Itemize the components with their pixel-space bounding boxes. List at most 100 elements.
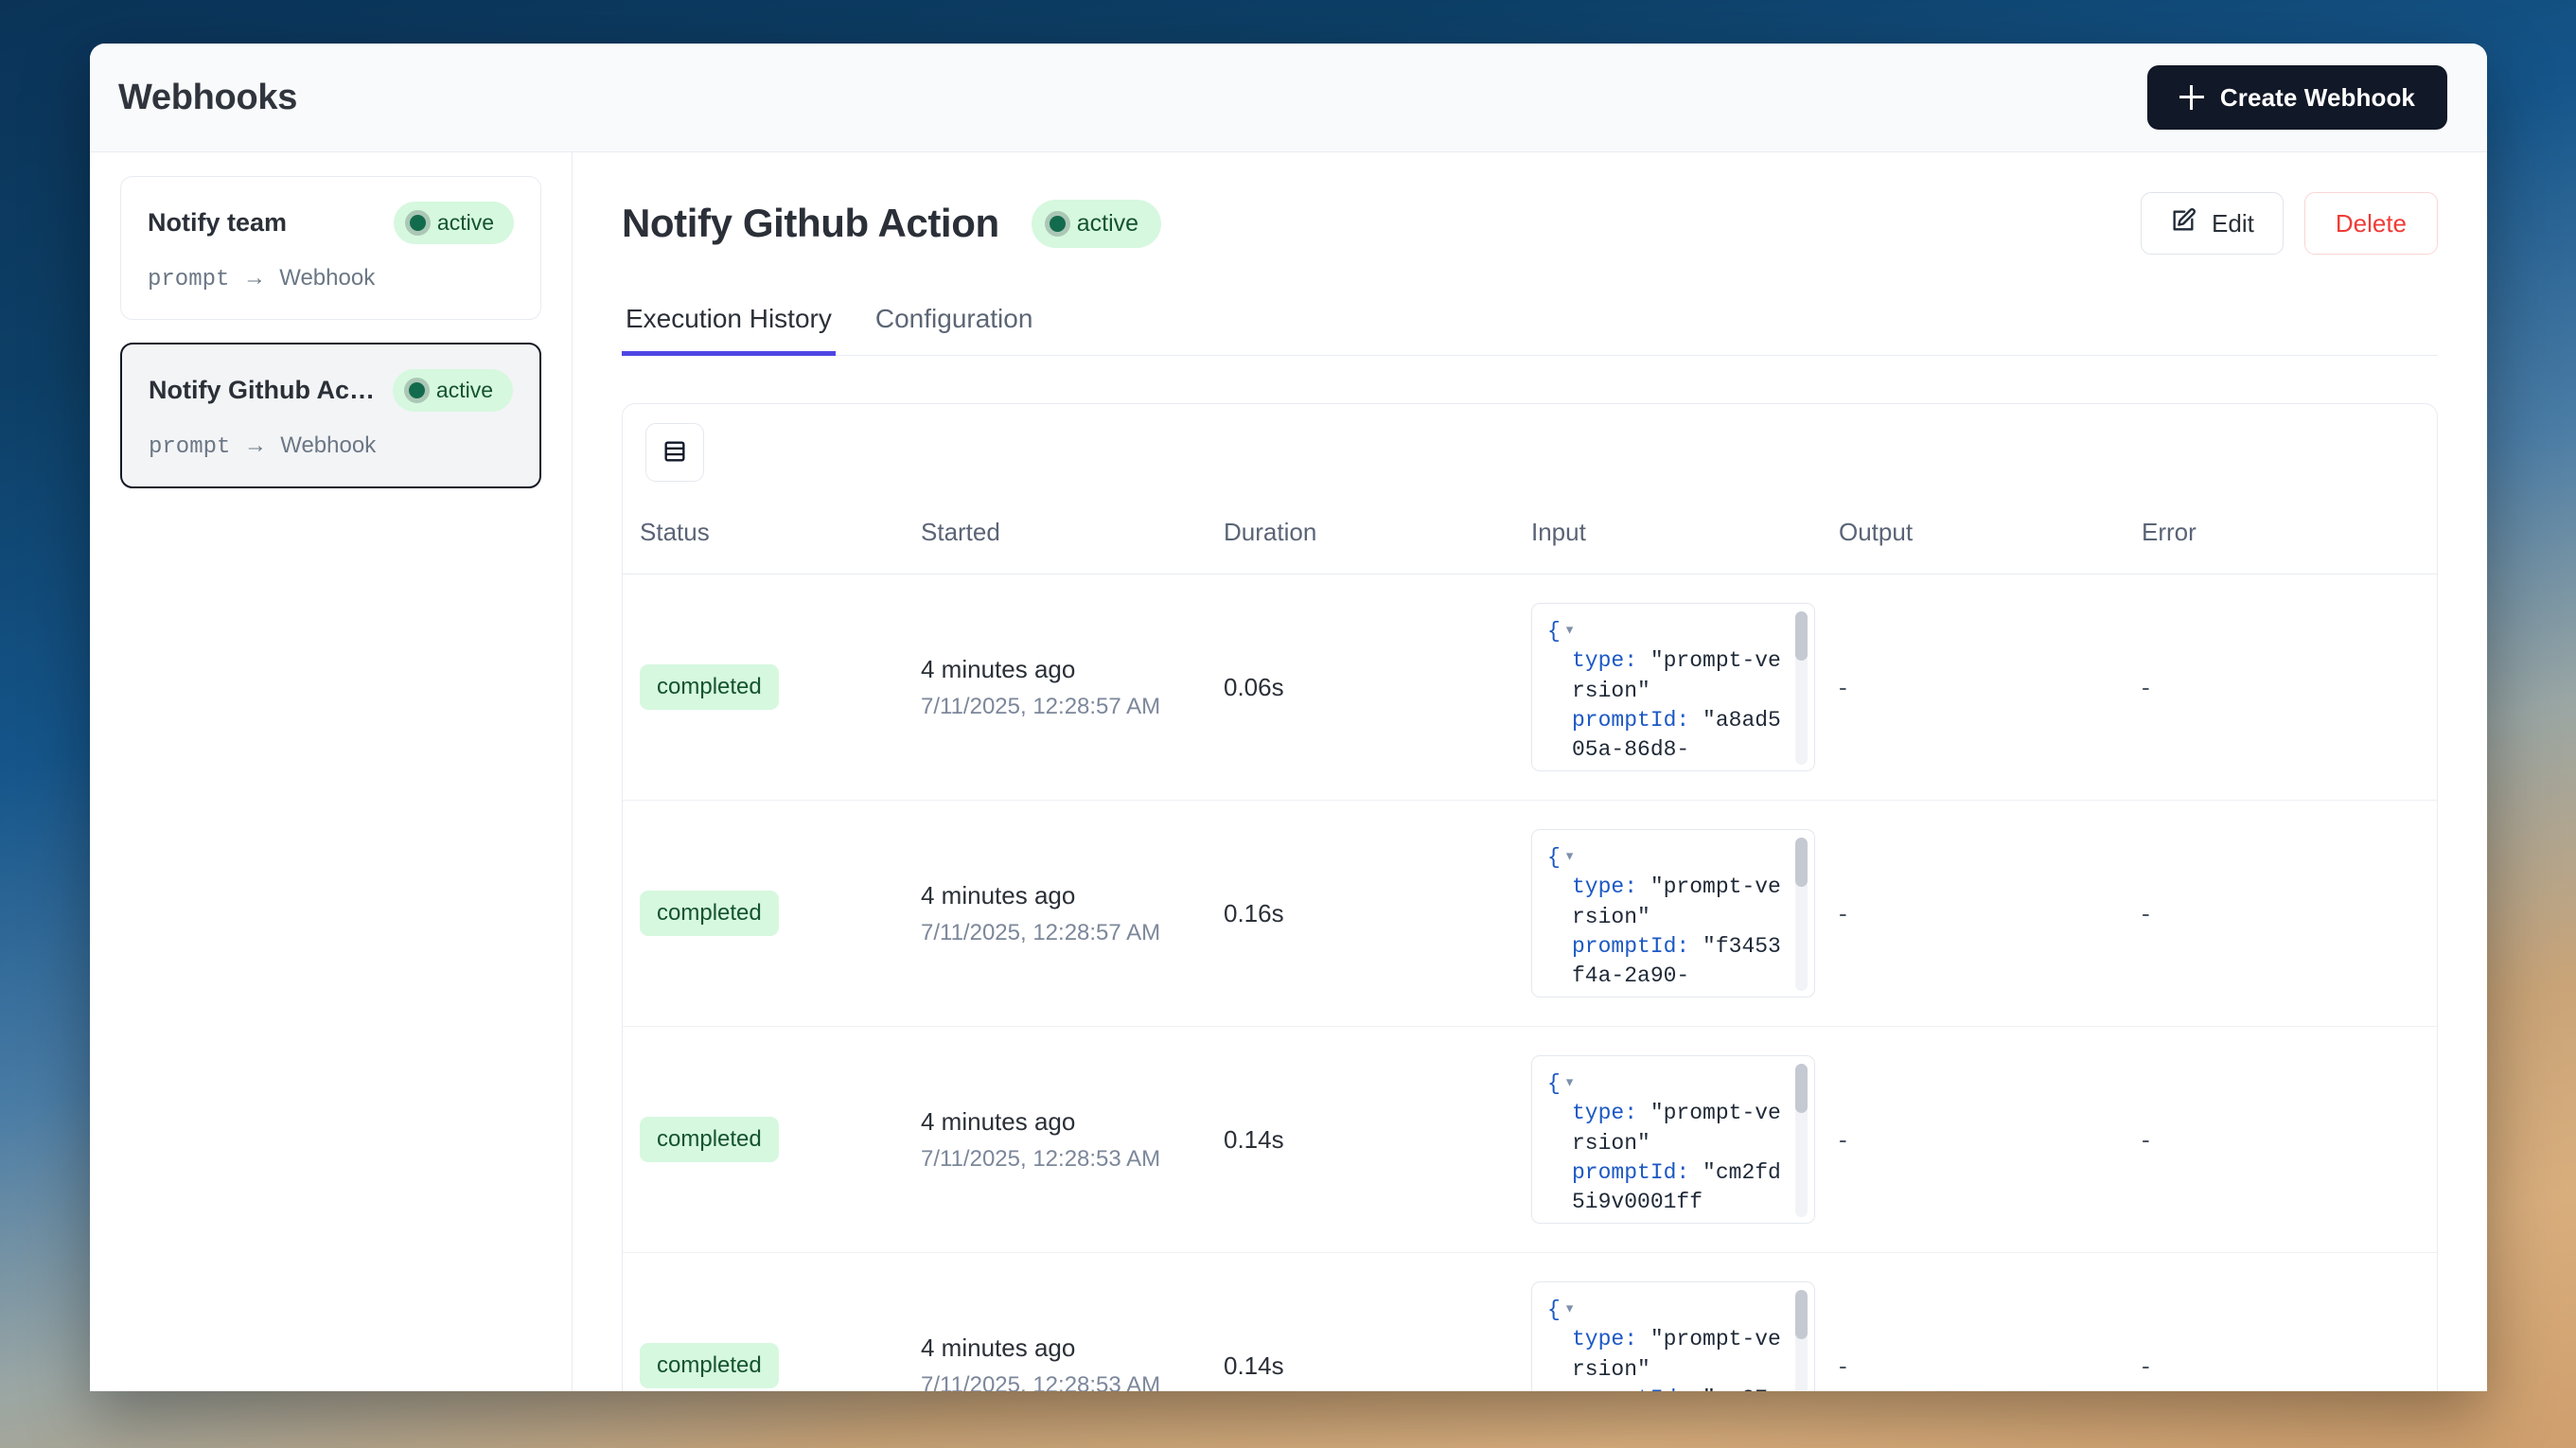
json-line-type: type: "prompt-version" xyxy=(1547,1099,1786,1158)
table-rows-icon-button[interactable] xyxy=(645,423,704,482)
json-viewer[interactable]: {▾ type: "prompt-version" promptId: "cm2… xyxy=(1531,1055,1815,1224)
json-line-promptid: promptId: "ec87a541-966c- xyxy=(1547,1385,1786,1391)
chevron-down-icon[interactable]: ▾ xyxy=(1563,1298,1576,1319)
execution-history-panel: Status Started Duration Input Output Err… xyxy=(622,403,2438,1391)
started-relative: 4 minutes ago xyxy=(921,1106,1076,1136)
execution-history-table: Status Started Duration Input Output Err… xyxy=(623,501,2437,1391)
json-line-promptid: promptId: "f3453f4a-2a90- xyxy=(1547,932,1786,992)
table-row[interactable]: completed 4 minutes ago 7/11/2025, 12:28… xyxy=(623,574,2437,801)
status-badge: completed xyxy=(640,891,779,936)
chevron-down-icon[interactable]: ▾ xyxy=(1563,1072,1576,1093)
cell-error: - xyxy=(2142,800,2437,1027)
json-key-type: type: xyxy=(1572,1327,1638,1352)
started-absolute: 7/11/2025, 12:28:57 AM xyxy=(921,693,1161,719)
json-key-type: type: xyxy=(1572,1101,1638,1126)
status-dot-icon xyxy=(408,382,425,398)
status-badge: completed xyxy=(640,1343,779,1388)
status-badge: completed xyxy=(640,1117,779,1162)
route-destination: Webhook xyxy=(280,433,377,458)
chevron-down-icon[interactable]: ▾ xyxy=(1563,846,1576,867)
cell-output: - xyxy=(1839,1026,2142,1253)
status-badge-label: active xyxy=(435,378,493,402)
create-webhook-button[interactable]: Create Webhook xyxy=(2146,65,2447,130)
cell-duration: 0.14s xyxy=(1224,1351,1284,1380)
json-line-type: type: "prompt-version" xyxy=(1547,1325,1786,1385)
sidebar-item-label: Notify team xyxy=(148,208,288,237)
json-value-type: "prompt-version" xyxy=(1572,1327,1781,1382)
cell-duration: 0.14s xyxy=(1224,1026,1531,1253)
delete-button[interactable]: Delete xyxy=(2303,192,2438,255)
sidebar-item-notify-github-action[interactable]: Notify Github Acti... active prompt → We… xyxy=(120,343,541,488)
json-open-brace: { xyxy=(1547,1298,1561,1322)
json-value-promptid: "cm2fd5i9v0001ff xyxy=(1572,1159,1781,1215)
json-scrollbar[interactable] xyxy=(1795,611,1808,765)
cell-started: 4 minutes ago 7/11/2025, 12:28:57 AM xyxy=(921,574,1224,801)
json-value-promptid: "ec87a541-966c- xyxy=(1572,1386,1781,1391)
detail-header: Notify Github Action active xyxy=(622,183,2438,255)
cell-output: - xyxy=(1839,800,2142,1027)
route-source: prompt xyxy=(148,267,230,292)
json-value-promptid: "f3453f4a-2a90- xyxy=(1572,933,1781,989)
cell-error: - xyxy=(2142,574,2437,801)
table-row[interactable]: completed 4 minutes ago 7/11/2025, 12:28… xyxy=(623,1026,2437,1253)
status-badge: active xyxy=(393,202,514,244)
detail-status-badge: active xyxy=(1031,199,1162,248)
table-row[interactable]: completed 4 minutes ago 7/11/2025, 12:28… xyxy=(623,800,2437,1027)
status-badge: completed xyxy=(640,664,779,710)
json-viewer[interactable]: {▾ type: "prompt-version" promptId: "f34… xyxy=(1531,829,1815,998)
detail-header-left: Notify Github Action active xyxy=(622,199,1162,248)
cell-started: 4 minutes ago 7/11/2025, 12:28:53 AM xyxy=(921,1026,1224,1253)
status-badge: active xyxy=(392,369,513,412)
json-viewer[interactable]: {▾ type: "prompt-version" promptId: "a8a… xyxy=(1531,603,1815,771)
route-arrow-icon: → xyxy=(242,265,266,291)
json-line-promptid: promptId: "a8ad505a-86d8- xyxy=(1547,706,1786,766)
tab-configuration[interactable]: Configuration xyxy=(874,304,1033,333)
status-dot-icon xyxy=(409,215,426,231)
detail-header-actions: Edit Delete xyxy=(2141,192,2438,255)
cell-output: - xyxy=(1839,1351,1847,1380)
column-header-error: Error xyxy=(2142,501,2437,574)
cell-error: - xyxy=(2142,1351,2150,1380)
json-value-type: "prompt-version" xyxy=(1572,648,1781,703)
json-viewer[interactable]: {▾ type: "prompt-version" promptId: "ec8… xyxy=(1531,1281,1815,1391)
json-scrollbar-thumb[interactable] xyxy=(1795,838,1808,887)
route-arrow-icon: → xyxy=(243,433,267,458)
json-key-promptid: promptId: xyxy=(1572,1159,1690,1185)
column-header-output: Output xyxy=(1839,501,2142,574)
json-scrollbar[interactable] xyxy=(1795,1290,1808,1391)
column-header-input: Input xyxy=(1531,501,1839,574)
column-header-duration: Duration xyxy=(1224,501,1531,574)
json-scrollbar-thumb[interactable] xyxy=(1795,1064,1808,1113)
cell-duration: 0.06s xyxy=(1224,574,1531,801)
main-content: Notify Github Action active xyxy=(573,152,2487,1391)
json-value-type: "prompt-version" xyxy=(1572,1101,1781,1156)
json-line-promptid: promptId: "cm2fd5i9v0001ff xyxy=(1547,1158,1786,1218)
json-scrollbar-thumb[interactable] xyxy=(1795,1290,1808,1339)
edit-button[interactable]: Edit xyxy=(2141,192,2284,255)
chevron-down-icon[interactable]: ▾ xyxy=(1563,620,1576,641)
cell-started: 4 minutes ago 7/11/2025, 12:28:57 AM xyxy=(921,800,1224,1027)
started-absolute: 7/11/2025, 12:28:53 AM xyxy=(921,1371,1161,1392)
plus-icon xyxy=(2179,85,2204,110)
json-scrollbar[interactable] xyxy=(1795,1064,1808,1217)
json-key-type: type: xyxy=(1572,648,1638,674)
json-key-promptid: promptId: xyxy=(1572,933,1690,959)
table-row[interactable]: completed 4 minutes ago 7/11/2025, 12:28… xyxy=(623,1253,2437,1392)
json-scrollbar[interactable] xyxy=(1795,838,1808,991)
sidebar-item-route: prompt → Webhook xyxy=(148,265,514,292)
create-webhook-label: Create Webhook xyxy=(2219,82,2415,112)
detail-title: Notify Github Action xyxy=(622,201,999,245)
app-window: Webhooks Create Webhook Notify team acti… xyxy=(90,44,2487,1391)
tab-execution-history[interactable]: Execution History xyxy=(622,304,836,356)
sidebar-item-label: Notify Github Acti... xyxy=(149,376,381,404)
sidebar-item-route: prompt → Webhook xyxy=(149,433,513,460)
json-scrollbar-thumb[interactable] xyxy=(1795,611,1808,661)
json-key-promptid: promptId: xyxy=(1572,707,1690,733)
started-relative: 4 minutes ago xyxy=(921,1333,1076,1362)
tabs: Execution History Configuration xyxy=(622,304,2438,356)
cell-error: - xyxy=(2142,1026,2437,1253)
started-relative: 4 minutes ago xyxy=(921,654,1076,683)
sidebar-item-notify-team[interactable]: Notify team active prompt → Webhook xyxy=(120,176,541,320)
json-line-type: type: "prompt-version" xyxy=(1547,646,1786,706)
cell-status: completed xyxy=(623,574,921,801)
